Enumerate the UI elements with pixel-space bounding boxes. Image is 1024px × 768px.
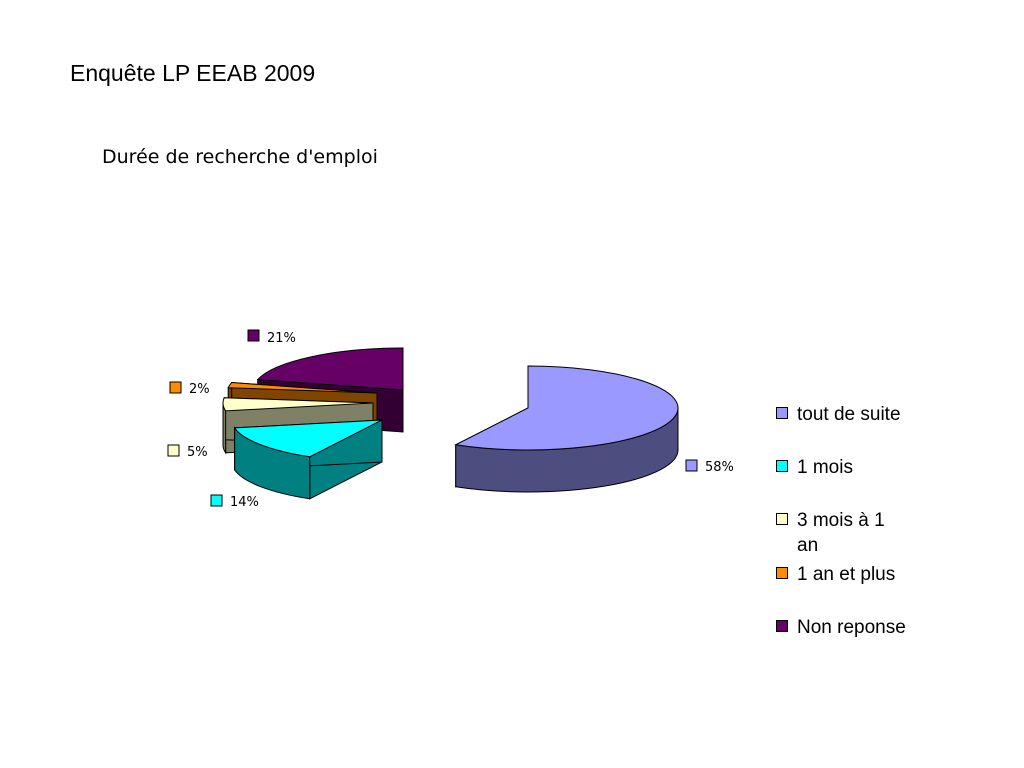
legend-item-1-an-et-plus: 1 an et plus bbox=[776, 562, 936, 587]
pie-slice-1-mois bbox=[233, 419, 383, 500]
data-label-non-reponse: 21% bbox=[267, 331, 296, 346]
data-label-swatch-1-an-et-plus bbox=[169, 381, 182, 394]
legend-item-3-mois-a-1-an: 3 mois à 1 an bbox=[776, 508, 907, 558]
legend-swatch-1-mois bbox=[776, 460, 788, 472]
pie-top-non-reponse bbox=[256, 347, 404, 391]
legend-label-1-mois: 1 mois bbox=[797, 457, 853, 478]
legend-swatch-3-mois-a-1-an bbox=[776, 513, 788, 525]
pie-top-3-mois-a-1-an bbox=[222, 397, 374, 412]
chart-legend: tout de suite 1 mois 3 mois à 1 an 1 an … bbox=[776, 402, 936, 640]
legend-item-non-reponse: Non reponse bbox=[776, 615, 936, 640]
data-label-1-an-et-plus: 2% bbox=[189, 382, 210, 397]
legend-label-tout-de-suite: tout de suite bbox=[797, 404, 901, 425]
pie-top-1-mois bbox=[233, 419, 383, 458]
legend-swatch-non-reponse bbox=[776, 620, 788, 632]
legend-label-3-mois-a-1-an: 3 mois à 1 an bbox=[797, 510, 885, 556]
data-label-swatch-non-reponse bbox=[247, 329, 260, 342]
legend-label-non-reponse: Non reponse bbox=[797, 617, 906, 638]
legend-item-tout-de-suite: tout de suite bbox=[776, 402, 936, 427]
data-label-tout-de-suite: 58% bbox=[705, 460, 734, 475]
legend-swatch-1-an-et-plus bbox=[776, 567, 788, 579]
pie-slice-tout-de-suite bbox=[454, 365, 679, 493]
legend-item-1-mois: 1 mois bbox=[776, 455, 936, 480]
data-label-1-mois: 14% bbox=[230, 495, 259, 510]
pie-top-1-an-et-plus bbox=[227, 382, 378, 394]
data-label-swatch-3-mois-a-1-an bbox=[167, 444, 180, 457]
pie-top-tout-de-suite bbox=[454, 365, 679, 451]
data-label-swatch-1-mois bbox=[210, 494, 223, 507]
chart-title: Durée de recherche d'emploi bbox=[102, 146, 378, 168]
data-label-3-mois-a-1-an: 5% bbox=[187, 445, 208, 460]
slide-title: Enquête LP EEAB 2009 bbox=[70, 60, 316, 86]
legend-swatch-tout-de-suite bbox=[776, 407, 788, 419]
legend-label-1-an-et-plus: 1 an et plus bbox=[797, 564, 896, 585]
data-label-swatch-tout-de-suite bbox=[685, 459, 698, 472]
